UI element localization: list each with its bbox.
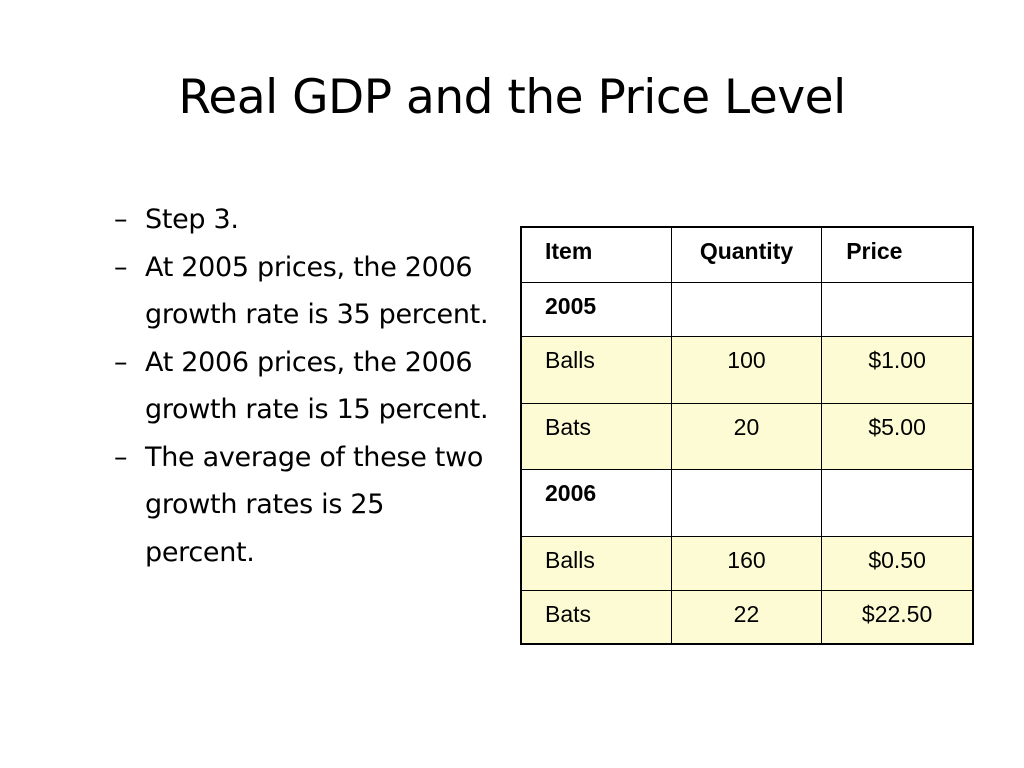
price-cell: $0.50 (821, 535, 974, 591)
year-row-2006: 2006 (520, 468, 974, 537)
quantity-price-table: Item Quantity Price 2005 Balls 100 $1.00… (520, 226, 974, 645)
empty-cell (821, 281, 974, 337)
table-row: Balls 160 $0.50 (520, 535, 974, 591)
bullet-item: – Step 3. (114, 196, 494, 244)
table-header-row: Item Quantity Price (520, 226, 974, 283)
bullet-text: At 2005 prices, the 2006 growth rate is … (145, 251, 489, 331)
quantity-cell: 100 (670, 335, 823, 404)
bullet-item: – At 2006 prices, the 2006 growth rate i… (114, 339, 494, 434)
item-cell: Bats (520, 402, 672, 470)
bullet-dash: – (114, 441, 128, 473)
empty-cell (670, 281, 823, 337)
table-row: Balls 100 $1.00 (520, 335, 974, 404)
quantity-cell: 20 (670, 402, 823, 470)
table-row: Bats 22 $22.50 (520, 589, 974, 645)
bullet-text: At 2006 prices, the 2006 growth rate is … (145, 346, 489, 426)
bullet-item: – At 2005 prices, the 2006 growth rate i… (114, 244, 494, 339)
year-row-2005: 2005 (520, 281, 974, 337)
bullet-text: The average of these two growth rates is… (145, 441, 484, 568)
bullet-dash: – (114, 204, 128, 235)
bullet-text: Step 3. (145, 204, 239, 235)
empty-cell (670, 468, 823, 537)
header-quantity: Quantity (670, 226, 823, 283)
quantity-cell: 160 (670, 535, 823, 591)
header-price: Price (821, 226, 974, 283)
bullet-item: – The average of these two growth rates … (114, 434, 494, 577)
quantity-cell: 22 (670, 589, 823, 645)
slide-title: Real GDP and the Price Level (178, 70, 846, 125)
year-label: 2005 (520, 281, 672, 337)
bullet-dash: – (114, 346, 128, 378)
bullet-list: – Step 3. – At 2005 prices, the 2006 gro… (114, 196, 494, 576)
price-cell: $22.50 (821, 589, 974, 645)
year-label: 2006 (520, 468, 672, 537)
price-cell: $5.00 (821, 402, 974, 470)
bullet-dash: – (114, 251, 128, 283)
item-cell: Balls (520, 335, 672, 404)
empty-cell (821, 468, 974, 537)
item-cell: Bats (520, 589, 672, 645)
price-cell: $1.00 (821, 335, 974, 404)
header-item: Item (520, 226, 672, 283)
item-cell: Balls (520, 535, 672, 591)
table-row: Bats 20 $5.00 (520, 402, 974, 470)
